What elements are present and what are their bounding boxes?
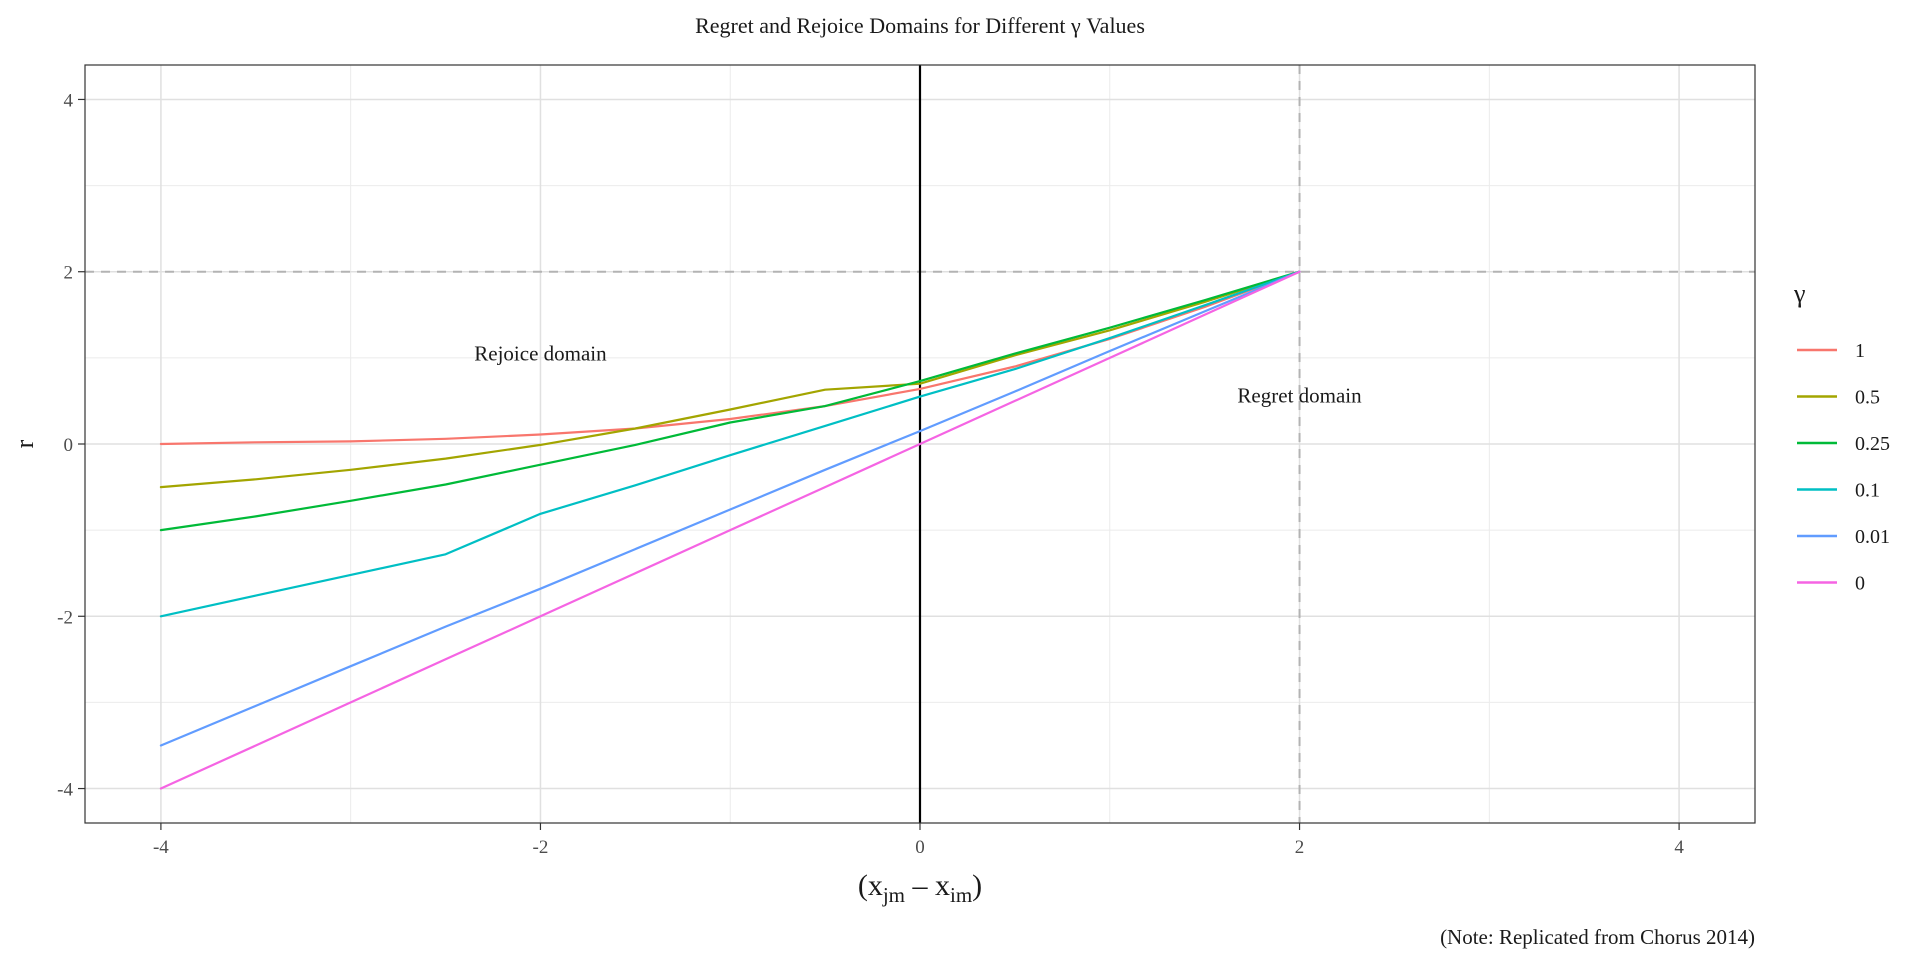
legend-item: 0.1 — [1797, 480, 1880, 502]
x-tick-label: -4 — [153, 837, 169, 858]
y-tick-label: 4 — [64, 90, 74, 111]
annotation-label: Rejoice domain — [474, 341, 607, 365]
legend-label: 0.01 — [1855, 526, 1890, 548]
x-axis-label: (xjm – xim) — [858, 869, 982, 907]
y-tick-label: 2 — [64, 263, 74, 284]
legend-label: 1 — [1855, 340, 1865, 362]
x-tick-label: 0 — [915, 837, 925, 858]
series-line-gamma-0_1 — [159, 270, 1301, 618]
legend-label: 0 — [1855, 573, 1865, 595]
x-tick-label: 2 — [1295, 837, 1305, 858]
x-tick-label: 4 — [1674, 837, 1684, 858]
legend-item: 0.5 — [1797, 387, 1880, 409]
legend-title: γ — [1793, 279, 1806, 308]
y-tick-label: -2 — [57, 607, 73, 628]
series-line-gamma-0 — [159, 270, 1301, 790]
legend-label: 0.1 — [1855, 480, 1880, 502]
annotations: Rejoice domain Regret domain — [474, 341, 1362, 407]
y-axis: -4 -2 0 2 4 — [57, 90, 85, 801]
y-tick-label: 0 — [64, 435, 74, 456]
legend: γ 1 0.5 0.25 0.1 0.01 0 — [1793, 279, 1890, 595]
series-line-gamma-0_5 — [159, 270, 1301, 489]
legend-items: 1 0.5 0.25 0.1 0.01 0 — [1797, 340, 1890, 595]
annotation-label: Regret domain — [1237, 384, 1362, 408]
legend-item: 0 — [1797, 573, 1865, 595]
legend-item: 1 — [1797, 340, 1865, 362]
legend-item: 0.01 — [1797, 526, 1890, 548]
x-axis: -4 -2 0 2 4 — [153, 823, 1684, 858]
series-line-gamma-0_25 — [159, 270, 1301, 532]
legend-label: 0.25 — [1855, 433, 1890, 455]
series-line-gamma-0_01 — [159, 270, 1301, 747]
chart-title: Regret and Rejoice Domains for Different… — [695, 13, 1145, 38]
legend-label: 0.5 — [1855, 387, 1880, 409]
y-tick-label: -4 — [57, 780, 73, 801]
caption-note: (Note: Replicated from Chorus 2014) — [1440, 925, 1755, 949]
legend-item: 0.25 — [1797, 433, 1890, 455]
x-tick-label: -2 — [533, 837, 549, 858]
series-layer — [159, 270, 1301, 790]
y-axis-label: r — [10, 439, 39, 448]
